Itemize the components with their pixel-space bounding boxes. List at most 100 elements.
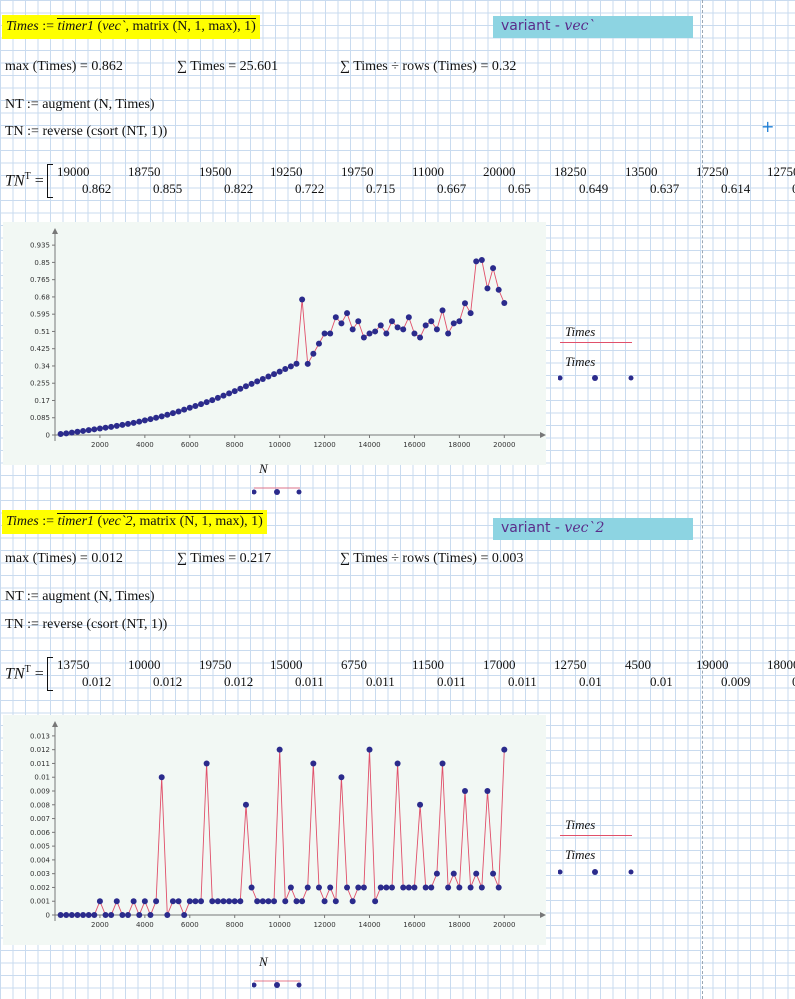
data-point	[394, 324, 401, 331]
reverse-expression-1[interactable]: TN := reverse (csort (NT, 1))	[5, 124, 168, 139]
sum-expression-1[interactable]: ∑ Times = 25.601	[177, 59, 279, 74]
data-point	[181, 406, 188, 413]
matrix-cell: 0.715	[366, 181, 396, 196]
sum-expression-2[interactable]: ∑ Times = 0.217	[177, 551, 272, 566]
legend-markers-1	[557, 368, 634, 381]
data-point	[282, 366, 289, 373]
matrix-cell: 17250	[696, 164, 729, 179]
max-expression-2[interactable]: max (Times) = 0.012	[5, 551, 123, 566]
data-point	[57, 912, 64, 918]
data-point	[394, 760, 401, 767]
plot-area-2[interactable]: 0 0.001 0.002 0.003 0.004 0.005 0.006 0.007 0.00…	[3, 715, 546, 945]
def-fn: timer1	[57, 19, 95, 34]
data-point	[113, 422, 120, 429]
times-definition-2[interactable]: Times := timer1 (vec`2, matrix (N, 1, ma…	[2, 510, 267, 534]
data-point	[80, 427, 87, 434]
data-point	[349, 898, 356, 905]
x-tick-label: 16000	[403, 441, 425, 449]
data-point	[484, 788, 491, 794]
data-point	[299, 296, 306, 303]
y-tick-label: 0.935	[30, 242, 50, 250]
def-arg: vec`	[102, 19, 126, 34]
data-point	[169, 898, 176, 905]
data-point	[192, 898, 199, 905]
data-point	[91, 912, 98, 918]
legend-x-markers-1	[251, 481, 302, 495]
reverse-expression-2[interactable]: TN := reverse (csort (NT, 1))	[5, 617, 168, 632]
matrix-cell: 13750	[57, 657, 90, 672]
legend-line-1	[560, 342, 632, 343]
data-point	[254, 898, 261, 905]
data-point	[276, 368, 283, 375]
data-point	[344, 884, 351, 891]
avg-expression-1[interactable]: ∑ Times ÷ rows (Times) = 0.32	[340, 59, 517, 74]
data-point	[237, 898, 244, 905]
data-point	[349, 326, 356, 333]
data-point	[141, 898, 148, 905]
data-point	[400, 884, 407, 891]
data-point	[108, 423, 115, 430]
y-tick-label: 0.17	[34, 397, 50, 405]
data-point	[360, 884, 367, 891]
variant-arg: vec`	[564, 18, 596, 34]
data-point	[327, 330, 334, 337]
x-tick-label: 12000	[313, 921, 335, 929]
plot-area-1[interactable]: 0 0.085 0.17 0.255 0.34 0.425 0.51 0.595 0.68 0.7…	[3, 222, 546, 465]
data-point	[293, 360, 300, 367]
matrix-cell: 0.01	[579, 674, 602, 689]
data-point	[186, 898, 193, 905]
y-tick-label: 0	[46, 912, 50, 920]
matrix-lhs-2: TNT =	[5, 664, 44, 683]
matrix-cell: 13500	[625, 164, 658, 179]
x-axis-arrow	[540, 912, 546, 918]
times-definition-1[interactable]: Times := timer1 (vec`, matrix (N, 1, max…	[2, 15, 260, 39]
matrix-cell: 0.862	[82, 181, 112, 196]
data-point	[377, 884, 384, 891]
data-point	[242, 801, 249, 808]
data-point	[467, 884, 474, 891]
data-point	[388, 318, 395, 325]
x-tick-label: 14000	[358, 441, 380, 449]
data-point	[366, 746, 373, 753]
data-point	[282, 898, 289, 905]
data-point	[203, 760, 210, 767]
data-point	[327, 884, 334, 891]
legend-y-label-1: Times	[565, 324, 596, 339]
data-point	[74, 428, 81, 435]
y-tick-label: 0.85	[34, 259, 50, 267]
augment-expression-1[interactable]: NT := augment (N, Times)	[5, 97, 155, 112]
matrix-cell: 11500	[412, 657, 445, 672]
variant-label-2: variant - vec`2	[493, 518, 693, 540]
data-point	[231, 388, 238, 395]
data-point	[377, 322, 384, 329]
data-point	[338, 320, 345, 327]
data-point	[417, 334, 424, 341]
data-point	[198, 401, 205, 408]
matrix-lhs-name: TN	[5, 172, 25, 190]
y-tick-label: 0.085	[30, 414, 50, 422]
y-tick-label: 0.34	[34, 362, 50, 370]
data-point	[321, 330, 328, 337]
y-tick-label: 0.003	[30, 870, 50, 878]
series-line	[60, 259, 505, 435]
avg-expression-2[interactable]: ∑ Times ÷ rows (Times) = 0.003	[340, 551, 524, 566]
data-point	[175, 898, 182, 905]
max-expression-1[interactable]: max (Times) = 0.862	[5, 59, 123, 74]
matrix-cell: 19000	[57, 164, 90, 179]
data-point	[355, 318, 362, 325]
matrix-cell: 0.649	[579, 181, 609, 196]
data-point	[490, 870, 497, 877]
augment-expression-2[interactable]: NT := augment (N, Times)	[5, 589, 155, 604]
data-point	[85, 427, 92, 434]
data-point	[175, 408, 182, 415]
data-point	[220, 898, 227, 905]
data-point	[478, 884, 485, 891]
data-point	[68, 912, 75, 918]
data-point	[108, 912, 115, 918]
y-tick-label: 0.004	[30, 856, 51, 864]
matrix-cell: 12750	[554, 657, 587, 672]
data-point	[220, 392, 227, 399]
data-point	[68, 429, 75, 436]
data-point	[445, 884, 452, 891]
data-point	[456, 884, 463, 891]
